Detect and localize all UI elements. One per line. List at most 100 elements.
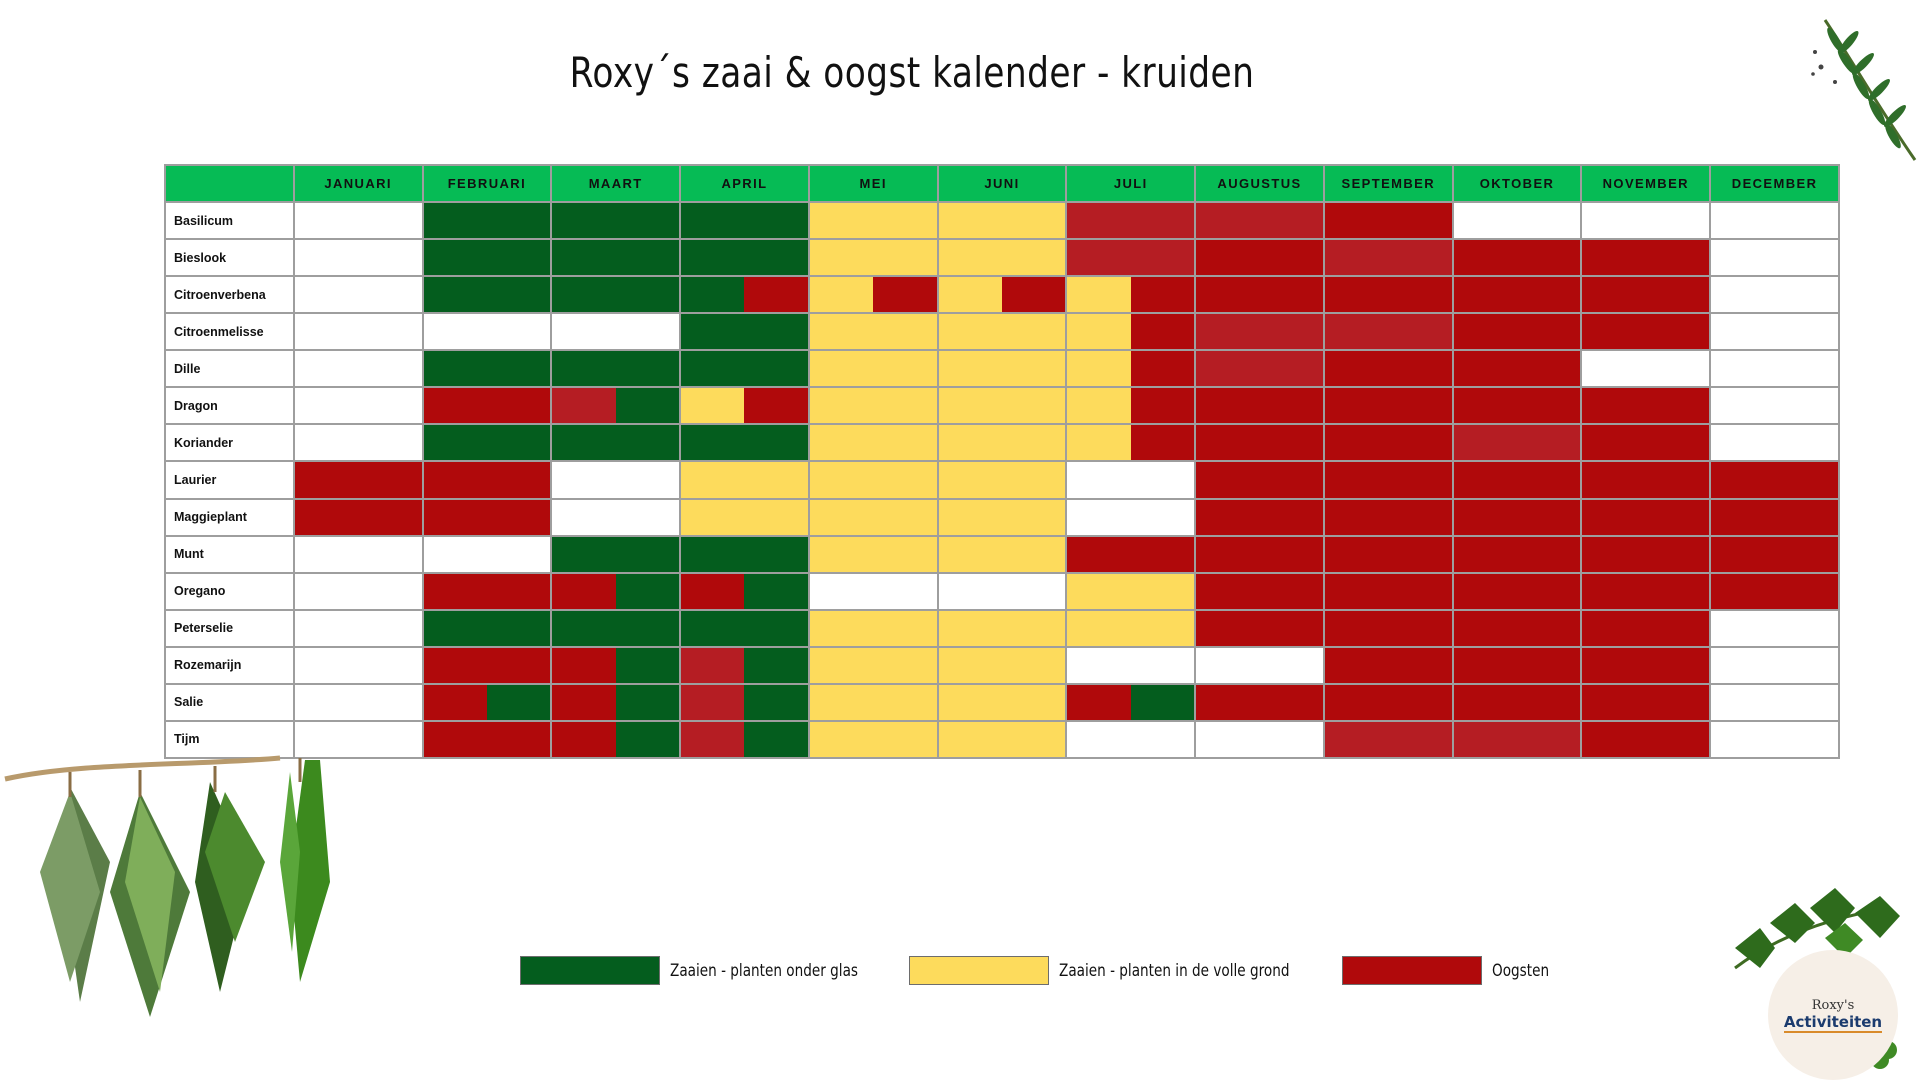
calendar-cell [679, 608, 810, 648]
cell-segment [1130, 351, 1195, 387]
cell-segment [1196, 721, 1323, 757]
cell-segment [1324, 314, 1452, 350]
cell-segment [552, 240, 680, 276]
calendar-cell [936, 275, 1068, 315]
page-title: Roxy´s zaai & oogst kalender - kruiden [569, 48, 1255, 97]
cell-segment [1324, 684, 1452, 720]
cell-segment [809, 203, 937, 239]
cell-segment [1453, 240, 1581, 276]
calendar-cell [936, 497, 1068, 537]
calendar-cell [679, 460, 810, 500]
calendar-cell [421, 497, 553, 537]
calendar-cell [1580, 608, 1712, 648]
cell-segment [744, 721, 808, 757]
calendar-cell [807, 349, 939, 389]
cell-segment [1711, 536, 1838, 572]
cell-segment [1196, 499, 1323, 535]
cell-segment [294, 573, 422, 609]
cell-segment [681, 684, 745, 720]
cell-segment [552, 647, 616, 683]
cell-segment [423, 388, 551, 424]
legend-item-harvest: Oogsten [1342, 956, 1563, 985]
cell-segment [423, 573, 551, 609]
cell-segment [1711, 240, 1838, 276]
herb-name: Basilicum [164, 200, 295, 241]
calendar-cell [1065, 497, 1197, 537]
herb-name: Koriander [164, 423, 295, 463]
calendar-cell [292, 238, 424, 278]
calendar-cell [1580, 349, 1712, 389]
cell-segment [1324, 462, 1452, 498]
cell-segment [1453, 610, 1581, 646]
cell-segment [1453, 203, 1581, 239]
calendar-cell [1194, 534, 1325, 574]
calendar-cell [807, 682, 939, 722]
calendar-cell [1194, 497, 1325, 537]
cell-segment [809, 351, 937, 387]
cell-segment [552, 351, 680, 387]
month-header-september: SEPTEMBER [1322, 164, 1454, 203]
cell-segment [681, 499, 808, 535]
calendar-cell [1580, 238, 1712, 278]
calendar-cell [1580, 200, 1712, 241]
cell-segment [681, 425, 808, 461]
herb-name: Tijm [164, 719, 295, 760]
cell-segment [423, 351, 551, 387]
cell-segment [1711, 314, 1838, 350]
calendar-cell [807, 571, 939, 611]
calendar-cell [1322, 275, 1454, 315]
calendar-cell [1451, 349, 1583, 389]
calendar-cell [1065, 682, 1197, 722]
cell-segment [1324, 277, 1452, 313]
calendar-cell [679, 386, 810, 426]
calendar-cell [936, 349, 1068, 389]
calendar-cell [1451, 534, 1583, 574]
calendar-cell [1322, 386, 1454, 426]
cell-segment [681, 610, 808, 646]
calendar-cell [936, 719, 1068, 760]
cell-segment [615, 573, 680, 609]
calendar-cell [1709, 497, 1840, 537]
legend-swatch-green [520, 956, 660, 985]
cell-segment [1196, 684, 1323, 720]
legend-label: Zaaien - planten onder glas [670, 960, 858, 981]
cell-segment [1711, 351, 1838, 387]
cell-segment [809, 240, 937, 276]
calendar-cell [1451, 719, 1583, 760]
calendar-cell [1709, 682, 1840, 722]
cell-segment [744, 684, 808, 720]
calendar-cell [1580, 275, 1712, 315]
cell-segment [1582, 314, 1710, 350]
calendar-cell [936, 608, 1068, 648]
month-header-juni: JUNI [936, 164, 1068, 203]
cell-segment [1324, 647, 1452, 683]
calendar-cell [1451, 312, 1583, 352]
cell-segment [744, 388, 808, 424]
cell-segment [681, 351, 808, 387]
calendar-cell [1709, 423, 1840, 463]
calendar-cell [807, 645, 939, 685]
calendar-cell [1194, 312, 1325, 352]
calendar-cell [679, 719, 810, 760]
calendar-cell [1580, 571, 1712, 611]
cell-segment [938, 573, 1066, 609]
calendar-cell [1709, 200, 1840, 241]
calendar-cell [1322, 571, 1454, 611]
month-header-juli: JULI [1065, 164, 1197, 203]
cell-segment [294, 610, 422, 646]
calendar-cell [936, 386, 1068, 426]
cell-segment [1711, 388, 1838, 424]
calendar-cell [1580, 312, 1712, 352]
calendar-cell [421, 423, 553, 463]
table-row: Bieslook [164, 238, 1840, 278]
cell-segment [1067, 277, 1131, 313]
calendar-cell [1065, 386, 1197, 426]
cell-segment [938, 499, 1066, 535]
cell-segment [294, 647, 422, 683]
cell-segment [1711, 425, 1838, 461]
parsley-leaves-icon [1734, 888, 1900, 970]
calendar-cell [550, 423, 682, 463]
calendar-cell [1451, 200, 1583, 241]
cell-segment [1582, 536, 1710, 572]
cell-segment [1582, 499, 1710, 535]
